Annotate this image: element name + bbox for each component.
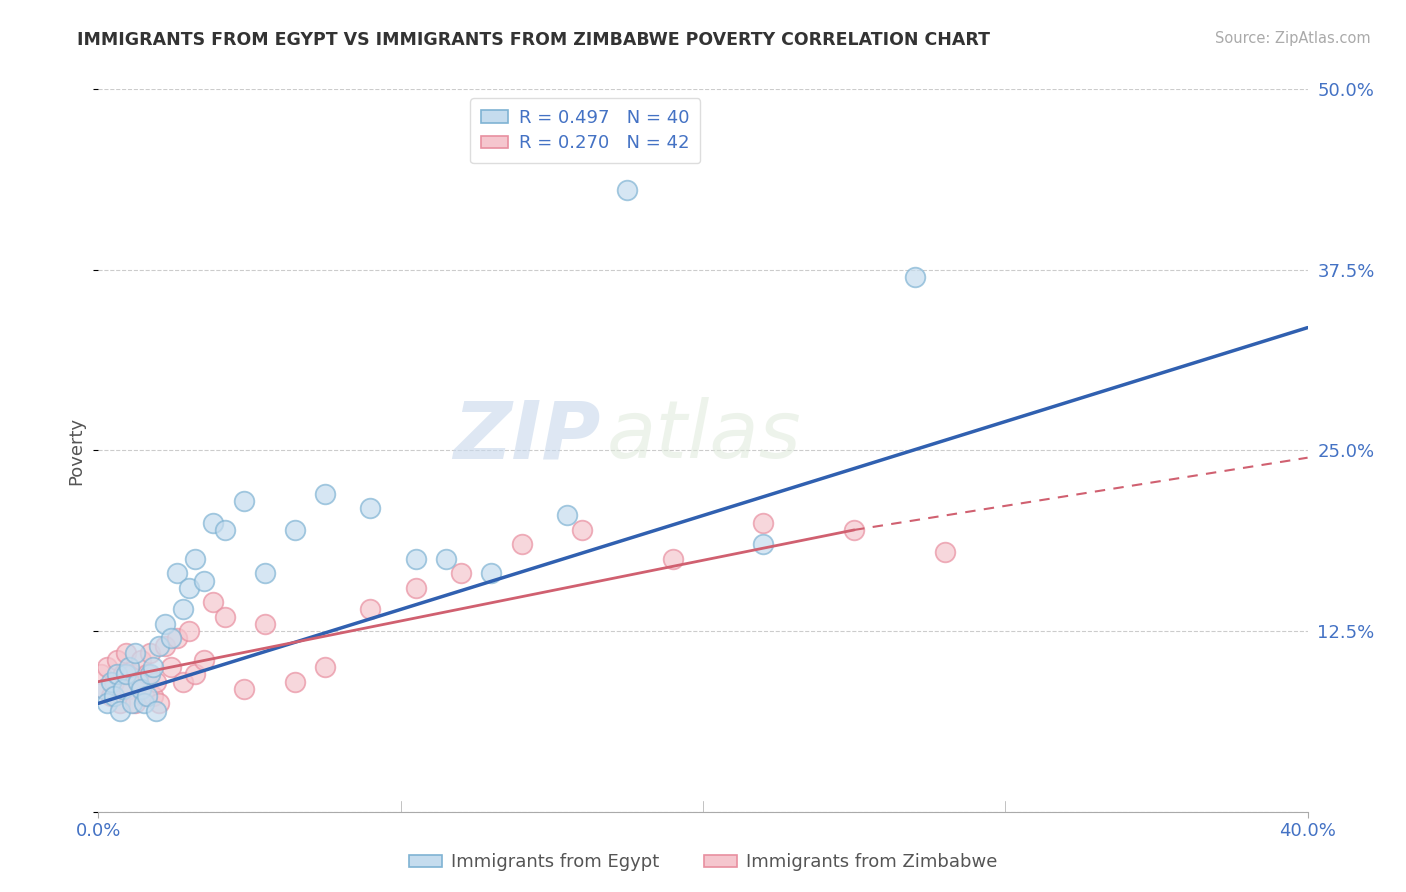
Point (661, 551, 683, 566)
Point (314, 660, 336, 674)
Point (135, 689, 157, 703)
Point (160, 632, 183, 646)
Point (752, 537, 775, 551)
Point (253, 566, 276, 581)
Point (124, 696, 146, 710)
Point (571, 523, 593, 537)
Point (904, 270, 927, 285)
Point (118, 681, 141, 696)
Point (139, 646, 162, 660)
Point (135, 667, 157, 681)
Point (450, 566, 472, 581)
Point (145, 704, 167, 718)
Point (90, 667, 112, 681)
Point (105, 653, 128, 667)
Point (132, 696, 155, 710)
Point (108, 696, 131, 710)
Point (103, 674, 125, 689)
Point (148, 696, 170, 710)
Legend: R = 0.497   N = 40, R = 0.270   N = 42: R = 0.497 N = 40, R = 0.270 N = 42 (470, 98, 700, 163)
Point (214, 523, 236, 537)
Point (124, 646, 146, 660)
Point (405, 581, 427, 595)
Point (481, 566, 503, 581)
Point (111, 681, 134, 696)
Text: ZIP: ZIP (453, 397, 600, 475)
Point (96, 696, 118, 710)
Point (179, 624, 201, 639)
Point (142, 660, 165, 674)
Point (100, 689, 122, 703)
Point (100, 674, 122, 689)
Point (129, 653, 152, 667)
Point (184, 551, 207, 566)
Point (132, 689, 155, 703)
Text: Source: ZipAtlas.com: Source: ZipAtlas.com (1215, 31, 1371, 46)
Point (405, 551, 427, 566)
Point (179, 581, 201, 595)
Point (111, 667, 134, 681)
Point (360, 602, 382, 616)
Point (118, 660, 141, 674)
Point (153, 639, 176, 653)
Point (214, 609, 236, 624)
Text: atlas: atlas (606, 397, 801, 475)
Point (105, 667, 128, 681)
Point (844, 523, 866, 537)
Point (93, 681, 115, 696)
Point (121, 696, 143, 710)
Point (284, 674, 307, 689)
Point (129, 681, 152, 696)
Point (121, 667, 143, 681)
Point (172, 602, 194, 616)
Point (103, 689, 125, 703)
Point (148, 639, 170, 653)
Point (314, 487, 336, 501)
Point (114, 667, 136, 681)
Point (193, 653, 215, 667)
Y-axis label: Poverty: Poverty (67, 417, 86, 484)
Point (253, 616, 276, 631)
Point (114, 646, 136, 660)
Point (360, 501, 382, 516)
Point (510, 537, 533, 551)
Point (555, 508, 578, 523)
Point (145, 674, 167, 689)
Point (142, 689, 165, 703)
Text: IMMIGRANTS FROM EGYPT VS IMMIGRANTS FROM ZIMBABWE POVERTY CORRELATION CHART: IMMIGRANTS FROM EGYPT VS IMMIGRANTS FROM… (77, 31, 990, 49)
Legend: Immigrants from Egypt, Immigrants from Zimbabwe: Immigrants from Egypt, Immigrants from Z… (402, 847, 1004, 879)
Point (172, 674, 194, 689)
Point (193, 574, 215, 588)
Point (232, 681, 254, 696)
Point (139, 667, 162, 681)
Point (108, 704, 131, 718)
Point (934, 544, 956, 558)
Point (127, 674, 149, 689)
Point (153, 616, 176, 631)
Point (752, 516, 775, 530)
Point (184, 667, 207, 681)
Point (96, 660, 118, 674)
Point (160, 660, 183, 674)
Point (434, 551, 457, 566)
Point (93, 681, 115, 696)
Point (166, 566, 188, 581)
Point (202, 595, 225, 609)
Point (616, 183, 638, 197)
Point (284, 523, 307, 537)
Point (202, 516, 225, 530)
Point (166, 632, 188, 646)
Point (127, 674, 149, 689)
Point (232, 494, 254, 508)
